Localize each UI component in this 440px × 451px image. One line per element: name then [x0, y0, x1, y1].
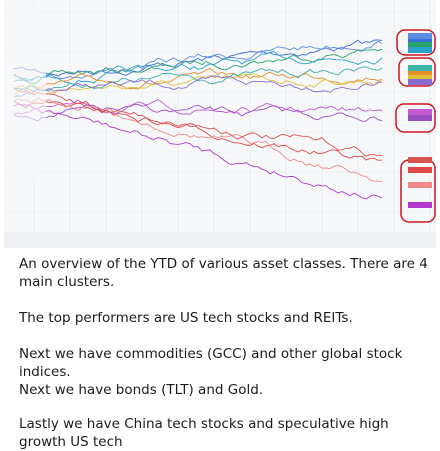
line-series [13, 48, 383, 85]
paragraph: Next we have bonds (TLT) and Gold. [19, 382, 264, 398]
image-background [4, 0, 436, 248]
price-tag [408, 115, 432, 121]
line-series [13, 99, 383, 115]
price-tag [408, 182, 432, 188]
paragraph: The top performers are US tech stocks an… [19, 310, 353, 326]
price-tag [408, 202, 432, 208]
line-series [13, 51, 383, 86]
line-series [13, 97, 383, 183]
price-tag [408, 37, 432, 43]
cluster-box [398, 57, 436, 87]
line-series [13, 67, 383, 93]
page: {"message": {"paragraphs": [ "An overvie… [4, 0, 436, 450]
price-tag [408, 42, 432, 48]
paragraph: Lastly we have China tech stocks and spe… [19, 416, 389, 450]
paragraph: Next we have commodities (GCC) and other… [19, 346, 403, 380]
cluster-box [395, 103, 436, 133]
line-series [13, 75, 383, 98]
line-series [13, 103, 383, 200]
price-tag [408, 33, 432, 39]
legend-background [6, 2, 46, 182]
paragraph: An overview of the YTD of various asset … [19, 256, 428, 290]
price-tag [408, 47, 432, 53]
cluster-box [396, 29, 436, 56]
line-series [13, 40, 383, 82]
price-tag [408, 157, 432, 163]
time-axis [4, 232, 436, 248]
price-tag [408, 75, 432, 81]
price-tags [408, 33, 432, 208]
line-series [13, 100, 383, 161]
chart-image[interactable] [4, 0, 436, 248]
price-tag [408, 79, 432, 85]
price-tag [408, 167, 432, 173]
line-series [13, 86, 383, 157]
price-tag [408, 65, 432, 71]
line-series [13, 103, 383, 122]
price-tag [408, 109, 432, 115]
legend-block [6, 2, 46, 182]
line-series [13, 73, 383, 96]
price-tag [408, 69, 432, 75]
